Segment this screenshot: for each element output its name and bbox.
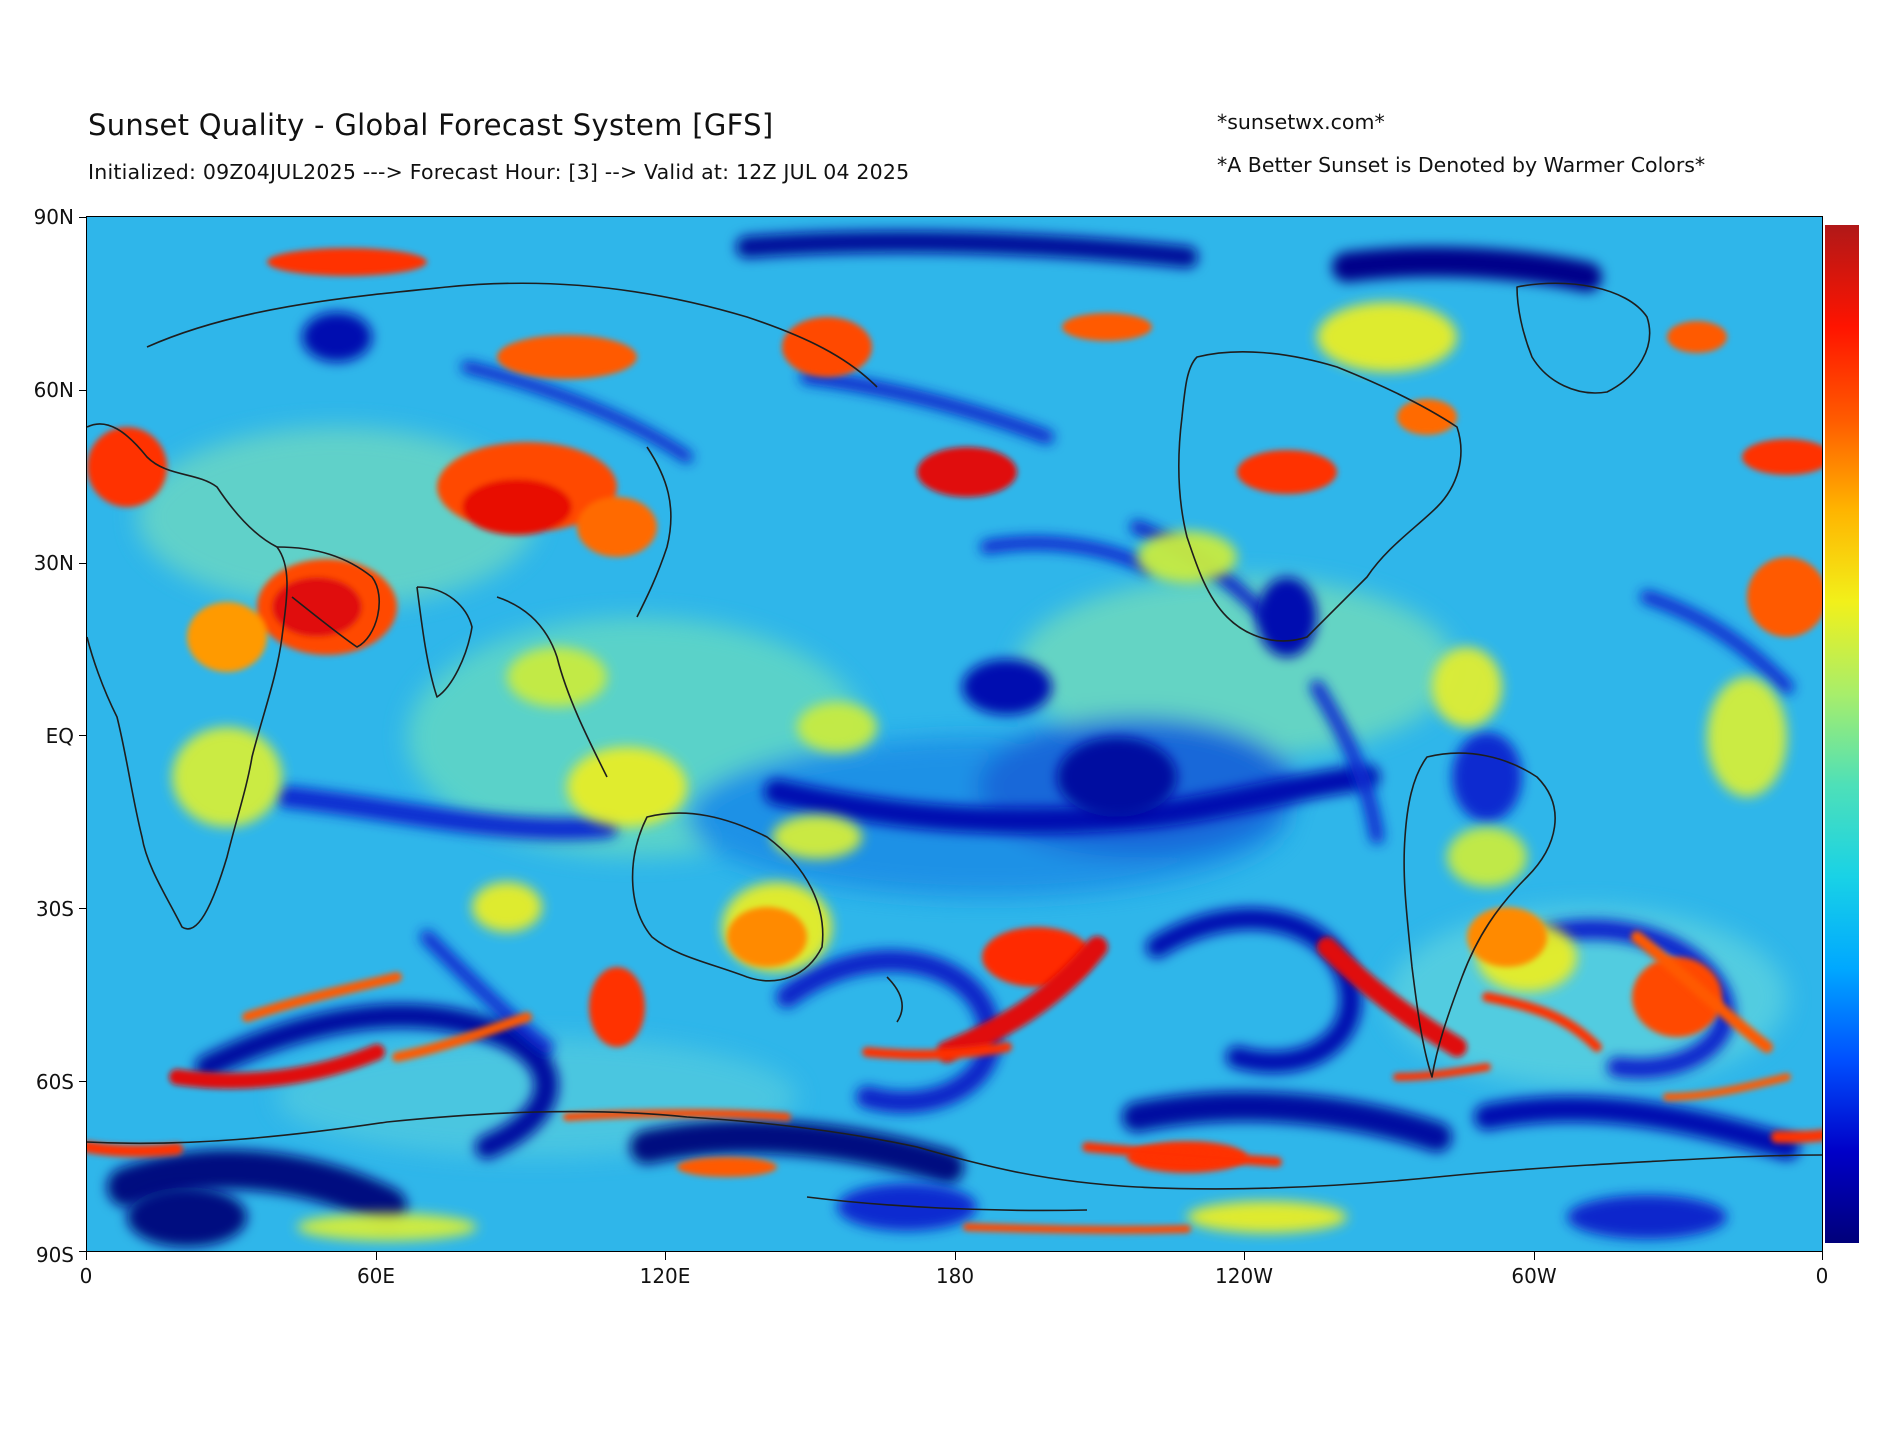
lon-label-120e: 120E: [639, 1264, 691, 1288]
colorbar: [1825, 225, 1859, 1243]
lon-label-0-west: 0: [79, 1264, 93, 1288]
forecast-field: [87, 217, 1822, 1251]
lat-label-60n: 60N: [33, 378, 74, 402]
lat-label-eq: EQ: [45, 724, 74, 748]
lat-label-30n: 30N: [33, 551, 74, 575]
lon-label-60w: 60W: [1511, 1264, 1557, 1288]
lon-label-60e: 60E: [356, 1264, 396, 1288]
lat-label-90s: 90S: [35, 1243, 74, 1267]
lon-label-120w: 120W: [1215, 1264, 1273, 1288]
lat-label-60s: 60S: [35, 1070, 74, 1094]
color-note: *A Better Sunset is Denoted by Warmer Co…: [1217, 153, 1706, 177]
lon-label-180: 180: [935, 1264, 975, 1288]
chart-title: Sunset Quality - Global Forecast System …: [88, 108, 774, 142]
site-credit: *sunsetwx.com*: [1217, 110, 1385, 134]
lon-label-0-east: 0: [1815, 1264, 1829, 1288]
coastlines: [87, 282, 1822, 1212]
lat-label-30s: 30S: [35, 897, 74, 921]
chart-subtitle: Initialized: 09Z04JUL2025 ---> Forecast …: [88, 160, 910, 184]
forecast-map: [86, 216, 1823, 1252]
lat-label-90n: 90N: [33, 205, 74, 229]
